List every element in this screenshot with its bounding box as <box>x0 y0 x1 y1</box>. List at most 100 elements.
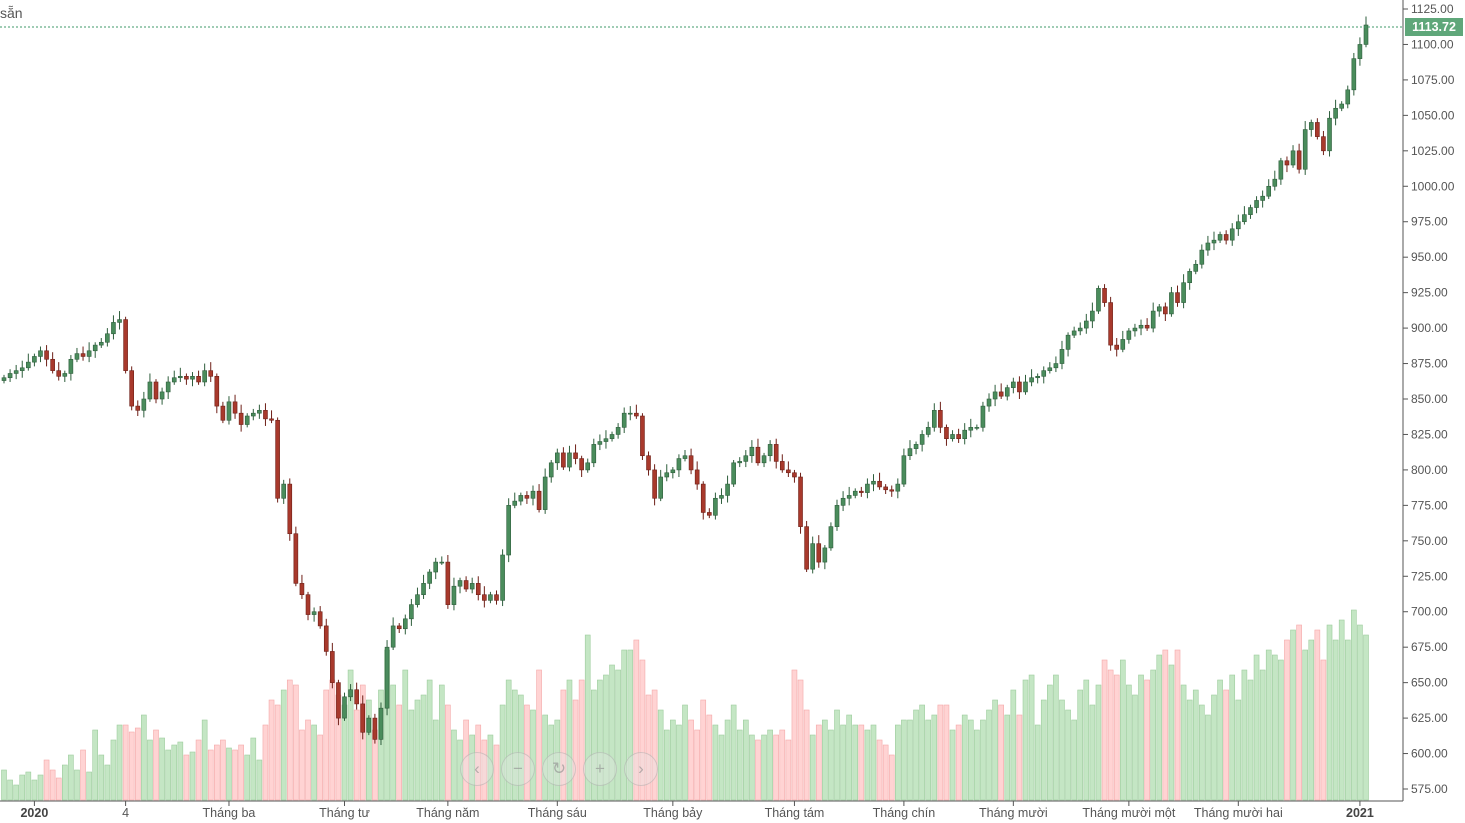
candle[interactable] <box>135 405 141 411</box>
candle[interactable] <box>1017 381 1022 393</box>
candle[interactable] <box>184 376 189 380</box>
candle[interactable] <box>415 594 420 605</box>
candle[interactable] <box>822 547 828 563</box>
candle[interactable] <box>974 427 980 429</box>
candle[interactable] <box>907 448 913 457</box>
candle[interactable] <box>311 611 317 615</box>
candle[interactable] <box>1272 178 1278 187</box>
candle[interactable] <box>615 427 621 435</box>
candle[interactable] <box>670 469 676 474</box>
candle[interactable] <box>323 625 329 652</box>
candle[interactable] <box>433 561 439 573</box>
candle[interactable] <box>1108 302 1113 346</box>
candle[interactable] <box>621 412 627 428</box>
candle[interactable] <box>913 444 919 449</box>
candle[interactable] <box>269 418 274 421</box>
candle[interactable] <box>317 611 323 627</box>
candle[interactable] <box>208 370 214 377</box>
candle[interactable] <box>463 580 469 590</box>
candle[interactable] <box>390 625 396 648</box>
candle[interactable] <box>1327 117 1332 152</box>
candle[interactable] <box>305 594 311 615</box>
candle[interactable] <box>1090 310 1095 322</box>
candle[interactable] <box>506 505 511 556</box>
candle[interactable] <box>469 583 475 590</box>
candle[interactable] <box>1211 239 1217 244</box>
candle[interactable] <box>445 561 451 605</box>
candle[interactable] <box>944 427 949 440</box>
candle[interactable] <box>1260 195 1265 201</box>
candle[interactable] <box>1187 271 1192 284</box>
candle[interactable] <box>1138 324 1144 329</box>
candle[interactable] <box>1065 334 1071 350</box>
candle[interactable] <box>1236 221 1241 230</box>
candle[interactable] <box>1004 387 1010 397</box>
candle[interactable] <box>1150 310 1156 329</box>
zoom-in-button[interactable]: + <box>583 752 617 786</box>
candle[interactable] <box>32 356 37 363</box>
candle[interactable] <box>1 377 7 381</box>
candle[interactable] <box>287 483 293 535</box>
candle[interactable] <box>1308 122 1314 130</box>
candle[interactable] <box>1266 185 1272 197</box>
candle[interactable] <box>1345 89 1351 105</box>
candle[interactable] <box>658 476 663 499</box>
candle[interactable] <box>275 419 280 499</box>
candle[interactable] <box>779 461 785 471</box>
candle[interactable] <box>1278 160 1284 180</box>
candle[interactable] <box>171 377 177 383</box>
candle[interactable] <box>737 461 743 464</box>
candle[interactable] <box>147 381 153 400</box>
candle[interactable] <box>1126 330 1132 340</box>
candle[interactable] <box>561 452 566 468</box>
candle[interactable] <box>451 585 457 605</box>
candle[interactable] <box>214 376 220 407</box>
candle[interactable] <box>178 376 183 379</box>
candle[interactable] <box>1193 263 1199 272</box>
candle[interactable] <box>1077 327 1083 332</box>
candle[interactable] <box>719 495 724 499</box>
candle[interactable] <box>725 483 730 496</box>
candle[interactable] <box>1199 249 1205 265</box>
candle[interactable] <box>1132 327 1138 332</box>
candle[interactable] <box>457 580 463 587</box>
candle[interactable] <box>816 543 822 563</box>
candle[interactable] <box>202 370 207 383</box>
candle[interactable] <box>749 446 755 457</box>
candle[interactable] <box>1284 160 1290 166</box>
candle[interactable] <box>159 391 165 400</box>
candle[interactable] <box>439 561 445 564</box>
candle[interactable] <box>573 452 578 459</box>
candle[interactable] <box>840 497 846 506</box>
candle[interactable] <box>366 717 372 733</box>
candle[interactable] <box>111 322 116 335</box>
candle[interactable] <box>38 350 43 357</box>
candle[interactable] <box>196 376 201 383</box>
candle[interactable] <box>384 646 390 709</box>
candle[interactable] <box>348 689 353 698</box>
candle[interactable] <box>567 452 572 468</box>
candle[interactable] <box>603 438 609 442</box>
candle[interactable] <box>627 412 633 415</box>
candle[interactable] <box>1181 282 1186 303</box>
candle[interactable] <box>1333 107 1338 119</box>
candle[interactable] <box>682 455 688 459</box>
candle[interactable] <box>1248 207 1253 215</box>
candle[interactable] <box>792 472 797 478</box>
candle[interactable] <box>1296 150 1302 170</box>
candle[interactable] <box>1096 288 1101 312</box>
candle[interactable] <box>293 533 299 584</box>
candle[interactable] <box>524 495 530 499</box>
candle[interactable] <box>1254 200 1259 208</box>
candle[interactable] <box>1059 349 1065 364</box>
candle[interactable] <box>852 490 858 496</box>
candle[interactable] <box>834 505 840 527</box>
candle[interactable] <box>220 405 226 421</box>
candle[interactable] <box>664 472 670 478</box>
candle[interactable] <box>579 458 584 471</box>
candle[interactable] <box>761 455 767 464</box>
candle[interactable] <box>299 583 305 596</box>
candle[interactable] <box>500 554 505 601</box>
candle[interactable] <box>62 373 68 377</box>
candle[interactable] <box>798 476 803 527</box>
